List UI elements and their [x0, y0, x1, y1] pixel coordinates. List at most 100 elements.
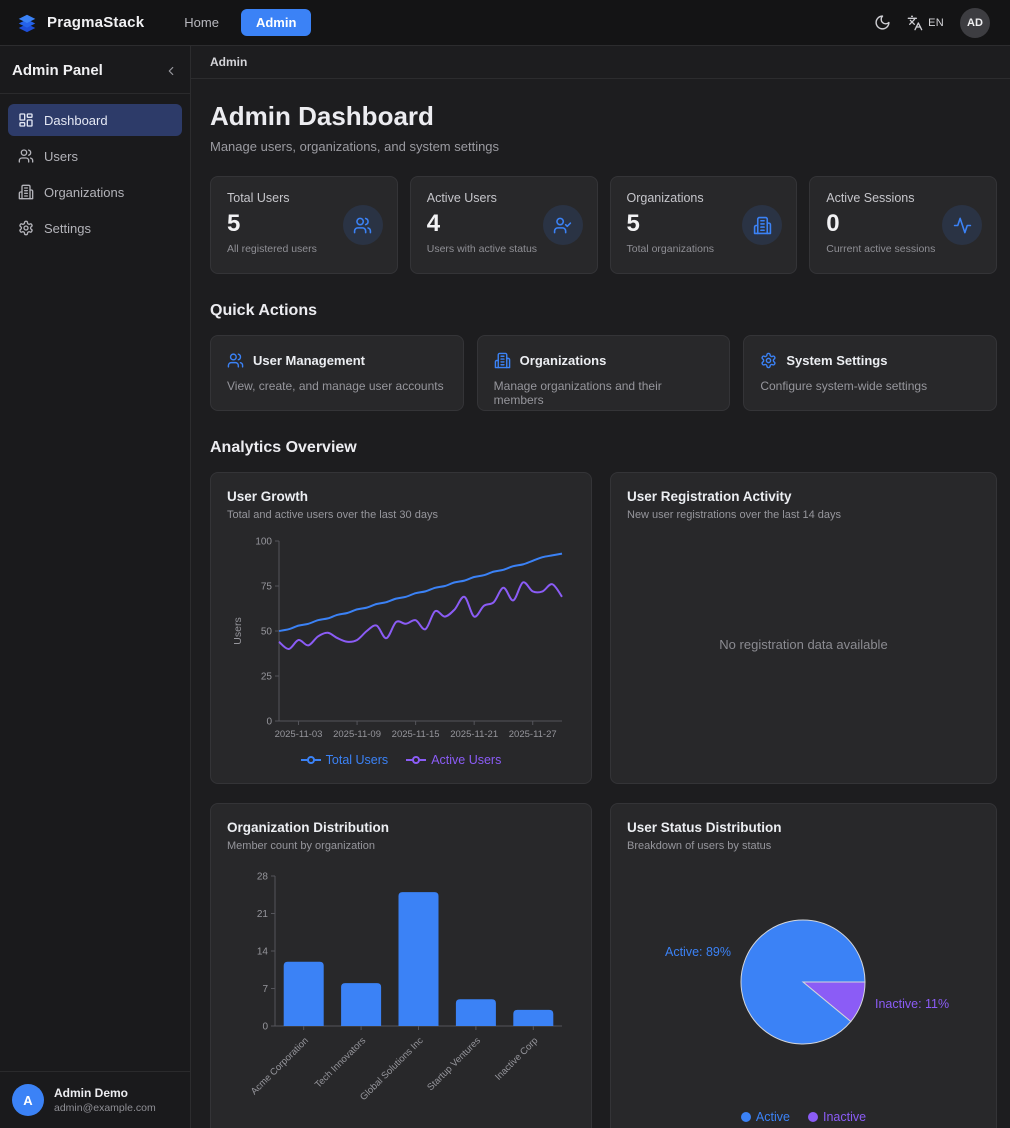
admin-sidebar: Admin Panel Dashboard Users Organization… [0, 46, 191, 1128]
activity-icon [953, 217, 971, 233]
stat-card-active-users: Active Users 4 Users with active status [409, 176, 598, 274]
user-growth-chart: 0 25 50 75 100 Users 2025-11-03 2025-11-09 2025-… [227, 531, 575, 749]
brand-name: PragmaStack [47, 14, 145, 31]
stats-row: Total Users 5 All registered users Activ… [210, 176, 997, 274]
svg-text:Users: Users [232, 617, 244, 644]
svg-text:2025-11-15: 2025-11-15 [391, 729, 439, 740]
sidebar-item-label: Settings [44, 220, 91, 236]
stat-label: Organizations [626, 191, 704, 205]
svg-text:7: 7 [262, 984, 268, 995]
line-marker-icon [406, 756, 427, 764]
users-icon [18, 149, 34, 163]
page-subtitle: Manage users, organizations, and system … [210, 139, 500, 154]
breadcrumb: Admin [191, 46, 1010, 79]
sidebar-collapse-button[interactable] [164, 64, 178, 78]
dashboard-icon [19, 113, 33, 127]
stat-value: 4 [426, 210, 441, 237]
moon-icon [875, 15, 890, 30]
sidebar-item-label: Users [44, 148, 78, 164]
users-icon [227, 353, 244, 368]
language-code: EN [928, 16, 944, 29]
legend-item-total-users: Total Users [300, 753, 388, 767]
svg-text:Active: 89%: Active: 89% [665, 945, 731, 959]
sidebar-item-users[interactable]: Users [8, 140, 182, 172]
card-title: Organization Distribution [227, 820, 389, 835]
quick-action-organizations[interactable]: Organizations Manage organizations and t… [476, 335, 731, 411]
status-distribution-chart: Active: 89% Inactive: 11% [627, 862, 980, 1102]
svg-text:2025-11-03: 2025-11-03 [274, 729, 322, 740]
card-subtitle: Member count by organization [227, 840, 375, 852]
quick-action-label: User Management [253, 353, 365, 368]
svg-text:21: 21 [256, 909, 268, 920]
card-title: User Status Distribution [627, 820, 782, 835]
language-button[interactable]: EN [907, 15, 944, 31]
stat-card-organizations: Organizations 5 Total organizations [609, 176, 798, 274]
org-distribution-card: Organization Distribution Member count b… [210, 803, 592, 1128]
stat-label: Active Sessions [826, 191, 915, 205]
brand[interactable]: PragmaStack [16, 12, 144, 34]
quick-action-description: Manage organizations and their members [493, 379, 662, 407]
quick-action-system-settings[interactable]: System Settings Configure system-wide se… [743, 335, 997, 411]
user-growth-card: User Growth Total and active users over … [210, 472, 592, 784]
sidebar-item-label: Dashboard [44, 112, 108, 128]
theme-toggle-button[interactable] [874, 14, 891, 31]
svg-text:2025-11-27: 2025-11-27 [508, 729, 556, 740]
sidebar-nav: Dashboard Users Organizations Settings [0, 94, 190, 1071]
building-icon [753, 216, 771, 234]
svg-text:100: 100 [255, 537, 272, 548]
legend-dot-icon [807, 1112, 818, 1122]
chevron-left-icon [168, 66, 174, 75]
svg-text:50: 50 [260, 627, 272, 638]
svg-text:14: 14 [256, 947, 268, 958]
sidebar-item-organizations[interactable]: Organizations [8, 176, 182, 208]
org-distribution-chart: 0 7 14 21 28 Acme Corporation Tech Innovators G… [227, 862, 575, 1114]
sidebar-item-settings[interactable]: Settings [8, 212, 182, 244]
svg-text:0: 0 [262, 1022, 268, 1033]
quick-action-user-management[interactable]: User Management View, create, and manage… [210, 335, 464, 411]
users-icon [354, 217, 372, 233]
sidebar-user[interactable]: A Admin Demo admin@example.com [0, 1071, 190, 1128]
main-area: Admin Admin Dashboard Manage users, orga… [191, 0, 1010, 1128]
svg-text:Tech Innovators: Tech Innovators [313, 1035, 368, 1090]
gear-icon [761, 352, 776, 369]
stat-description: All registered users [227, 243, 317, 255]
sidebar-user-email: admin@example.com [54, 1102, 156, 1114]
svg-text:28: 28 [256, 872, 268, 883]
registration-activity-card: User Registration Activity New user regi… [610, 472, 997, 784]
stat-value: 5 [227, 210, 241, 237]
line-marker-icon [300, 756, 321, 764]
stat-description: Total organizations [626, 243, 715, 255]
stat-card-total-users: Total Users 5 All registered users [210, 176, 398, 274]
sidebar-item-dashboard[interactable]: Dashboard [8, 104, 182, 136]
sidebar-item-label: Organizations [44, 184, 125, 200]
nav-home-link[interactable]: Home [184, 15, 219, 30]
sidebar-title: Admin Panel [12, 62, 103, 79]
stat-description: Users with active status [426, 243, 538, 255]
sidebar-user-name: Admin Demo [54, 1086, 129, 1100]
user-check-icon [553, 217, 572, 233]
svg-text:Inactive: 11%: Inactive: 11% [875, 997, 949, 1011]
nav-admin-link[interactable]: Admin [240, 9, 312, 36]
svg-text:0: 0 [266, 717, 272, 728]
legend-item-active-users: Active Users [406, 753, 501, 767]
svg-text:Startup Ventures: Startup Ventures [425, 1035, 483, 1093]
user-avatar[interactable]: AD [960, 7, 990, 38]
user-growth-legend: Total Users Active Users [227, 753, 575, 767]
svg-text:2025-11-09: 2025-11-09 [333, 729, 381, 740]
languages-icon [907, 15, 923, 30]
analytics-grid: User Growth Total and active users over … [210, 472, 997, 1128]
top-navbar: PragmaStack Home Admin EN AD [0, 0, 1010, 46]
building-icon [494, 352, 510, 369]
quick-action-label: System Settings [786, 353, 888, 368]
main-nav: Home Admin [172, 9, 312, 36]
card-subtitle: Breakdown of users by status [627, 840, 772, 852]
stat-description: Current active sessions [826, 243, 936, 255]
card-title: User Growth [227, 489, 309, 504]
gear-icon [19, 220, 33, 236]
legend-item-active: Active [740, 1110, 790, 1124]
quick-action-description: Configure system-wide settings [760, 379, 928, 393]
svg-text:2025-11-21: 2025-11-21 [450, 729, 498, 740]
svg-text:75: 75 [260, 582, 272, 593]
card-subtitle: Total and active users over the last 30 … [227, 509, 438, 521]
stat-value: 0 [826, 210, 840, 237]
